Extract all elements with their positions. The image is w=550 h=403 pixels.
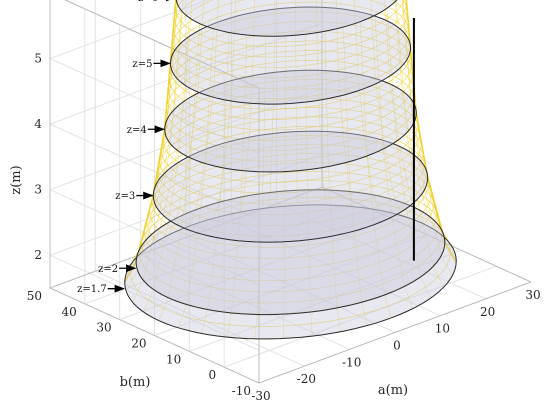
z-tick-label: 4 [34, 117, 42, 131]
surface-mesh-line [189, 0, 219, 227]
surface-mesh-line [158, 23, 201, 321]
y-tick-label: 20 [131, 337, 146, 351]
surface-mesh-line [402, 0, 453, 276]
axis-box-edge [64, 0, 260, 89]
section-label: z=2 [98, 264, 118, 275]
surface-mesh-line [226, 34, 248, 338]
section-label: z=1.7 [77, 284, 107, 295]
surface-mesh-line [324, 31, 341, 332]
x-tick-label: 10 [435, 322, 450, 336]
cross-section-disk [124, 204, 457, 340]
axis-box-edge [49, 287, 260, 384]
cross-section-disk [135, 189, 446, 316]
floor-grid-line [84, 202, 358, 305]
surface-mesh-line [132, 10, 182, 303]
surface-silhouette-left [123, 0, 177, 283]
section-label: z=4 [127, 125, 147, 136]
surface-mesh-line [335, 0, 355, 207]
y-tick-label: 10 [166, 352, 181, 366]
surface-mesh-line [374, 15, 414, 309]
section-label: z=3 [115, 191, 135, 202]
x-axis-label: a(m) [378, 383, 408, 398]
surface-mesh-line [167, 0, 205, 236]
surface-mesh-line [201, 32, 230, 334]
x-tick-label: -20 [297, 372, 316, 386]
section-layer [124, 0, 457, 340]
floor-grid-line [154, 234, 427, 336]
cross-section-disk [164, 69, 417, 173]
z-axis-label: z(m) [9, 165, 24, 194]
y-tick-label: 0 [209, 368, 217, 382]
surface-mesh-line [395, 0, 444, 288]
surface-mesh-line [283, 35, 286, 339]
surface-mesh-line [254, 36, 267, 339]
y-tick-label: 50 [27, 289, 42, 303]
section-label: z=5 [132, 59, 152, 70]
z-tick-label: 2 [34, 248, 42, 262]
surface-mesh-line [178, 28, 214, 328]
floor-grid-line [223, 265, 497, 368]
cross-section-disk [175, 0, 398, 37]
surface-mesh-line [240, 0, 255, 213]
surface-mesh-line [354, 0, 380, 211]
section-label: z=6 [138, 0, 158, 4]
surface-mesh-line [359, 21, 392, 318]
x-tick-label: 30 [525, 288, 540, 302]
wall-grid-line [49, 254, 260, 351]
surface-mesh-line [394, 0, 438, 232]
cross-section-disk [169, 6, 412, 105]
y-tick-label: 30 [96, 321, 111, 335]
axis-box-edge [258, 281, 532, 384]
wall-grid-line [49, 88, 323, 191]
x-tick-label: 0 [393, 339, 401, 353]
surface-silhouette-right [405, 0, 457, 263]
x-tick-label: -30 [251, 389, 270, 403]
z-tick-label: 5 [34, 52, 42, 66]
surface-mesh-line [143, 17, 190, 313]
surface-mesh-line [384, 0, 423, 224]
y-tick-label: 40 [62, 305, 77, 319]
surface-mesh-line [295, 0, 298, 206]
y-tick-label: -10 [232, 384, 251, 398]
surface-mesh-line [305, 34, 313, 337]
y-axis-label: b(m) [120, 375, 151, 390]
surface-mesh-line [370, 0, 403, 216]
surface-mesh-line [343, 26, 368, 326]
surface-mesh-line [268, 0, 276, 208]
wall-grid-line [49, 22, 323, 125]
annotation-layer: z=1.7 z=2 z=3 z=4 z=5 z=6 [77, 0, 177, 295]
wall-grid-line [49, 0, 210, 60]
z-tick-label: 3 [34, 183, 42, 197]
x-tick-label: 20 [480, 305, 495, 319]
wall-grid-line [49, 123, 260, 220]
surface-mesh-line [401, 0, 449, 242]
surface-mesh-line [315, 0, 327, 206]
x-tick-label: -10 [342, 355, 361, 369]
